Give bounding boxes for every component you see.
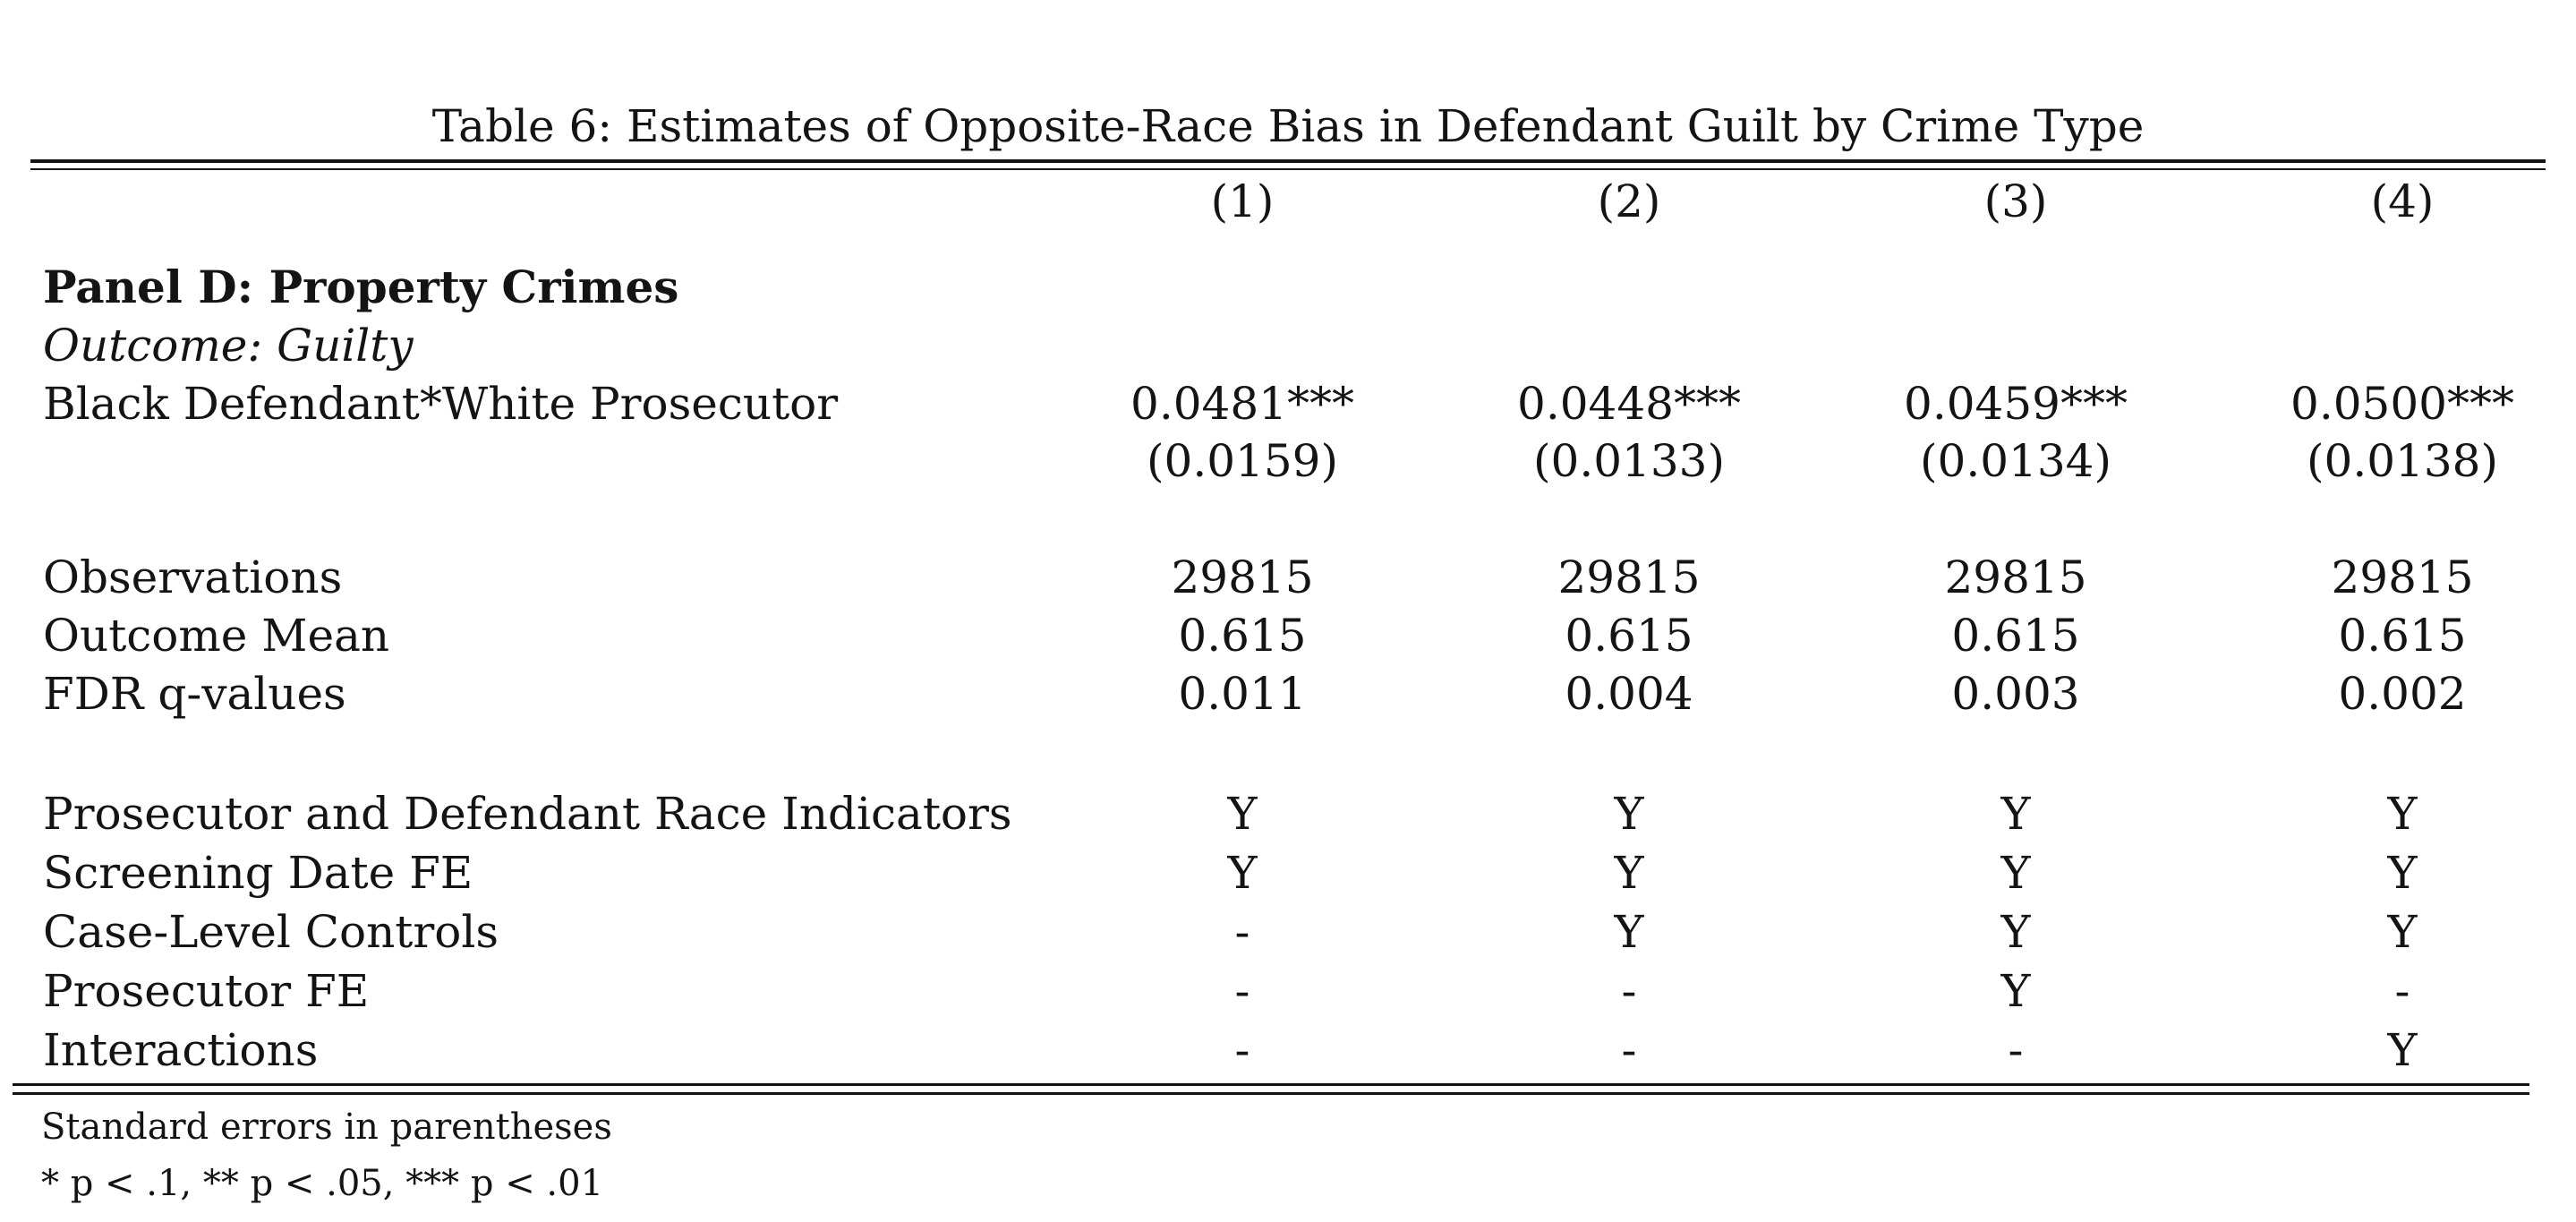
table-cell: - [2394, 965, 2410, 1017]
table-cell: 0.615 [2338, 610, 2467, 662]
table-row-race-indicators: Prosecutor and Defendant Race Indicators… [0, 784, 2576, 843]
coefficient-row: Black Defendant*White Prosecutor 0.0481*… [0, 374, 2576, 433]
table-cell: 29815 [2331, 551, 2474, 603]
panel-title: Panel D: Property Crimes [43, 261, 679, 313]
table-cell: 0.615 [1178, 610, 1307, 662]
table-cell: Y [2387, 847, 2418, 899]
table-row-fdr-q-values: FDR q-values 0.011 0.004 0.003 0.002 [0, 664, 2576, 723]
coefficient-value: 0.0448*** [1517, 378, 1741, 430]
coefficient-value: 0.0500*** [2290, 378, 2514, 430]
row-label: Outcome Mean [43, 610, 390, 662]
outcome-row: Outcome: Guilty [0, 316, 2576, 375]
std-error-value: (0.0159) [1147, 435, 1338, 487]
column-header-row: (1) (2) (3) (4) [0, 172, 2576, 231]
table-cell: Y [1614, 847, 1644, 899]
table-note-std-errors: Standard errors in parentheses [41, 1107, 612, 1148]
table-cell: Y [2387, 788, 2418, 840]
table-row-interactions: Interactions - - - Y [0, 1021, 2576, 1080]
table-cell: Y [2000, 965, 2031, 1017]
column-header: (3) [1983, 175, 2048, 227]
table-cell: Y [2000, 788, 2031, 840]
table-cell: 29815 [1944, 551, 2087, 603]
std-error-row: (0.0159) (0.0133) (0.0134) (0.0138) [0, 432, 2576, 491]
top-rule-upper [30, 159, 2546, 163]
table-cell: Y [1614, 906, 1644, 958]
table-cell: Y [1227, 847, 1258, 899]
table-cell: Y [2000, 906, 2031, 958]
row-label: Prosecutor and Defendant Race Indicators [43, 788, 1012, 840]
table-cell: - [1621, 965, 1637, 1017]
table-cell: 0.002 [2338, 668, 2467, 720]
table-cell: - [1234, 965, 1250, 1017]
row-label: Interactions [43, 1024, 319, 1076]
table-cell: Y [1614, 788, 1644, 840]
table-cell: - [1621, 1024, 1637, 1076]
column-header: (4) [2370, 175, 2435, 227]
row-label: Case-Level Controls [43, 906, 499, 958]
panel-title-row: Panel D: Property Crimes [0, 258, 2576, 317]
std-error-value: (0.0133) [1533, 435, 1725, 487]
table-note-significance: * p < .1, ** p < .05, *** p < .01 [41, 1163, 604, 1204]
table-row-case-level-controls: Case-Level Controls - Y Y Y [0, 902, 2576, 961]
table-row-screening-date-fe: Screening Date FE Y Y Y Y [0, 843, 2576, 902]
coefficient-label: Black Defendant*White Prosecutor [43, 378, 839, 430]
std-error-value: (0.0134) [1920, 435, 2111, 487]
table-cell: - [1234, 906, 1250, 958]
table-cell: - [2008, 1024, 2024, 1076]
table-cell: 0.011 [1178, 668, 1307, 720]
row-label: FDR q-values [43, 668, 346, 720]
table-row-observations: Observations 29815 29815 29815 29815 [0, 548, 2576, 607]
table-row-outcome-mean: Outcome Mean 0.615 0.615 0.615 0.615 [0, 606, 2576, 665]
coefficient-value: 0.0481*** [1130, 378, 1354, 430]
top-rule-lower [30, 168, 2546, 170]
table-cell: 29815 [1171, 551, 1314, 603]
table-cell: Y [2000, 847, 2031, 899]
table-cell: Y [2387, 906, 2418, 958]
outcome-label: Outcome: Guilty [43, 320, 414, 372]
table-row-prosecutor-fe: Prosecutor FE - - Y - [0, 961, 2576, 1021]
row-label: Observations [43, 551, 343, 603]
table-cell: 0.003 [1951, 668, 2080, 720]
row-label: Prosecutor FE [43, 965, 370, 1017]
table-cell: Y [1227, 788, 1258, 840]
column-header: (1) [1210, 175, 1275, 227]
table-cell: 29815 [1557, 551, 1701, 603]
column-header: (2) [1597, 175, 1661, 227]
bottom-rule-lower [13, 1092, 2529, 1095]
row-label: Screening Date FE [43, 847, 473, 899]
table-caption: Table 6: Estimates of Opposite-Race Bias… [431, 100, 2145, 152]
coefficient-value: 0.0459*** [1904, 378, 2128, 430]
table-cell: - [1234, 1024, 1250, 1076]
table-cell: Y [2387, 1024, 2418, 1076]
table-cell: 0.615 [1565, 610, 1693, 662]
bottom-rule-upper [13, 1083, 2529, 1086]
std-error-value: (0.0138) [2307, 435, 2498, 487]
table-cell: 0.615 [1951, 610, 2080, 662]
table-cell: 0.004 [1565, 668, 1693, 720]
